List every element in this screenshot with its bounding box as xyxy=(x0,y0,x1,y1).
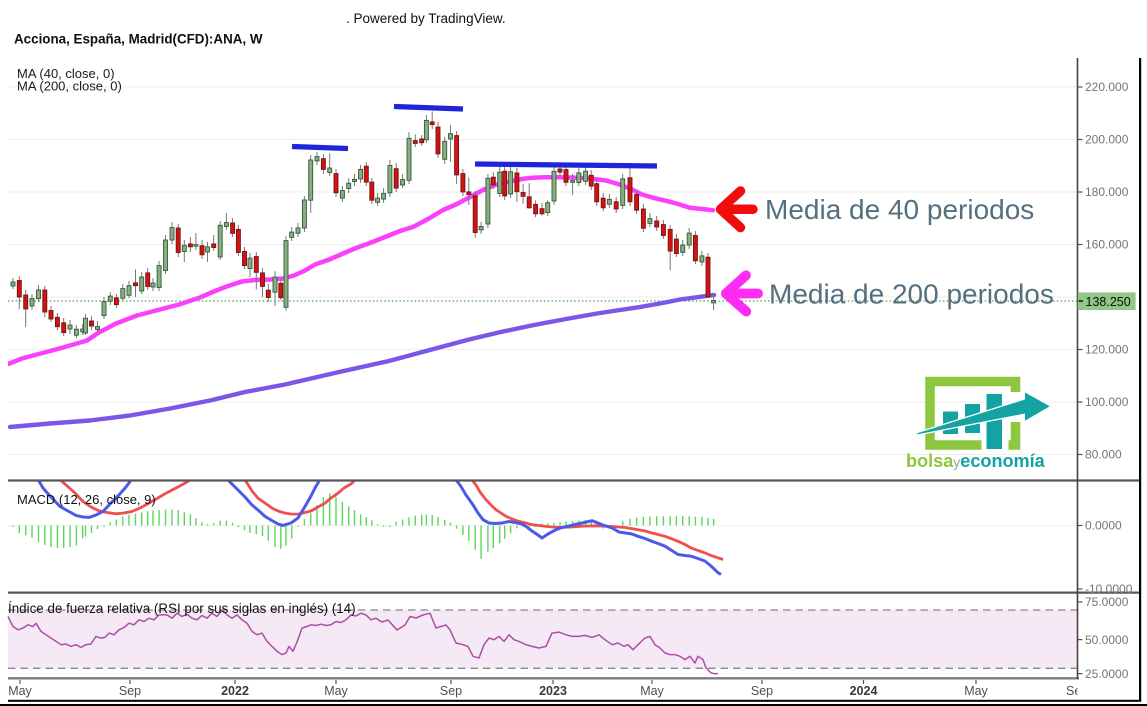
svg-text:MA (40, close, 0): MA (40, close, 0) xyxy=(17,66,115,81)
svg-text:2022: 2022 xyxy=(221,684,249,698)
svg-text:220.000: 220.000 xyxy=(1085,80,1129,94)
svg-text:Sep: Sep xyxy=(440,684,462,698)
svg-text:160.000: 160.000 xyxy=(1085,238,1129,252)
svg-text:2023: 2023 xyxy=(539,684,567,698)
svg-text:. Powered by TradingView.: . Powered by TradingView. xyxy=(346,11,506,26)
svg-text:200.000: 200.000 xyxy=(1085,133,1129,147)
svg-text:75.0000: 75.0000 xyxy=(1085,595,1129,609)
svg-text:2024: 2024 xyxy=(850,684,878,698)
svg-text:MA (200, close, 0): MA (200, close, 0) xyxy=(17,79,122,94)
svg-text:May: May xyxy=(8,684,32,698)
svg-text:Sep: Sep xyxy=(119,684,141,698)
svg-text:-10.0000: -10.0000 xyxy=(1085,582,1133,596)
svg-text:Sep: Sep xyxy=(751,684,773,698)
svg-text:180.000: 180.000 xyxy=(1085,185,1129,199)
svg-text:50.0000: 50.0000 xyxy=(1085,633,1129,647)
svg-text:bolsayeconomía: bolsayeconomía xyxy=(906,451,1046,471)
svg-text:MACD (12, 26, close, 9): MACD (12, 26, close, 9) xyxy=(17,492,156,507)
svg-text:80.000: 80.000 xyxy=(1085,448,1122,462)
svg-text:25.0000: 25.0000 xyxy=(1085,667,1129,681)
svg-text:120.000: 120.000 xyxy=(1085,343,1129,357)
svg-text:May: May xyxy=(324,684,348,698)
svg-text:Media de 200 periodos: Media de 200 periodos xyxy=(769,279,1054,310)
svg-text:May: May xyxy=(964,684,988,698)
svg-text:Acciona, España, Madrid(CFD):A: Acciona, España, Madrid(CFD):ANA, W xyxy=(14,32,263,47)
svg-text:Media de 40 periodos: Media de 40 periodos xyxy=(765,194,1034,225)
svg-text:Sep: Sep xyxy=(1066,684,1088,698)
svg-text:May: May xyxy=(640,684,664,698)
svg-text:138.250: 138.250 xyxy=(1086,295,1131,309)
svg-text:100.000: 100.000 xyxy=(1085,395,1129,409)
svg-text:0.0000: 0.0000 xyxy=(1085,519,1122,533)
svg-text:Índice de fuerza relativa (RSI: Índice de fuerza relativa (RSI por sus s… xyxy=(8,601,356,616)
